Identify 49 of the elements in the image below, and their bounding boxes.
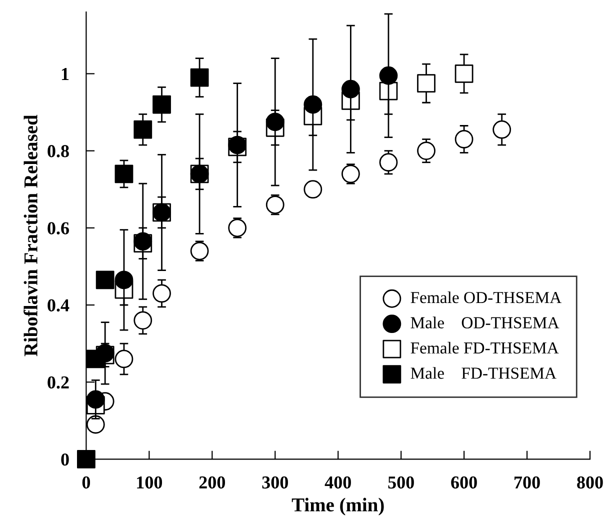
point bbox=[454, 64, 474, 83]
point bbox=[341, 164, 360, 184]
x-tick-label: 800 bbox=[577, 476, 603, 489]
y-tick-label: 1 bbox=[62, 68, 69, 80]
point bbox=[86, 350, 105, 368]
y-tick-label: 0.2 bbox=[48, 376, 69, 389]
y-axis-title: Riboflavin Fraction Released bbox=[24, 114, 38, 356]
x-tick-label: 600 bbox=[451, 476, 477, 489]
y-tick-label: 0 bbox=[61, 453, 69, 466]
legend-label: Male FD-THSEMA bbox=[410, 367, 556, 379]
x-axis-title: Time (min) bbox=[292, 498, 384, 516]
point bbox=[417, 142, 436, 160]
x-tick-label: 0 bbox=[82, 476, 90, 489]
point bbox=[228, 218, 247, 238]
point bbox=[379, 153, 398, 172]
point bbox=[114, 350, 134, 368]
point bbox=[266, 112, 284, 132]
point bbox=[114, 164, 134, 184]
x-tick-label: 300 bbox=[262, 476, 288, 489]
x-tick-label: 400 bbox=[324, 476, 351, 489]
point bbox=[190, 68, 209, 87]
point bbox=[417, 74, 436, 93]
legend-label: Female FD-THSEMA bbox=[410, 342, 559, 354]
x-tick-label: 200 bbox=[199, 476, 225, 489]
point bbox=[266, 196, 284, 214]
point bbox=[492, 120, 512, 139]
y-tick-label: 0.4 bbox=[48, 299, 70, 312]
point bbox=[341, 80, 360, 98]
point bbox=[190, 242, 209, 260]
point bbox=[86, 415, 105, 434]
y-tick-label: 0.6 bbox=[48, 222, 69, 234]
legend-label: Female OD-THSEMA bbox=[410, 291, 562, 304]
point bbox=[114, 270, 134, 290]
point bbox=[86, 390, 105, 409]
x-tick-label: 700 bbox=[514, 476, 540, 489]
point bbox=[134, 120, 152, 139]
point bbox=[304, 180, 322, 199]
legend-label: Male OD-THSEMA bbox=[410, 316, 560, 328]
point bbox=[96, 270, 114, 290]
point bbox=[134, 311, 152, 330]
point bbox=[152, 284, 171, 303]
point bbox=[454, 130, 474, 148]
point bbox=[304, 95, 322, 114]
point bbox=[76, 450, 96, 468]
x-tick-label: 100 bbox=[137, 476, 162, 489]
point bbox=[152, 95, 171, 114]
y-tick-label: 0.8 bbox=[48, 145, 69, 158]
point bbox=[379, 66, 398, 85]
x-tick-label: 500 bbox=[388, 476, 414, 489]
